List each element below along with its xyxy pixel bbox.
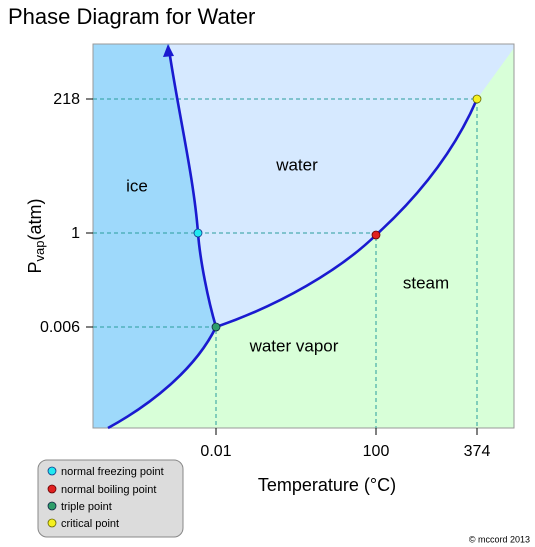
fusion-curve — [168, 55, 218, 328]
ice-region — [93, 44, 216, 428]
critical-guide — [93, 98, 478, 428]
x-tick-label: 100 — [363, 443, 390, 460]
legend-swatch — [47, 501, 57, 511]
legend-swatch — [47, 484, 57, 494]
legend-label: triple point — [61, 501, 112, 513]
x-axis-label: Temperature (°C) — [258, 475, 396, 495]
legend-swatch — [47, 466, 57, 476]
y-label-subscript: vap — [32, 241, 47, 262]
tick-marks — [86, 98, 478, 435]
critical-point — [472, 94, 482, 104]
legend-label: normal boiling point — [61, 484, 156, 496]
legend-box — [37, 459, 184, 538]
triple-point — [211, 322, 221, 332]
y-label-main: P — [25, 261, 45, 273]
arrow-head — [163, 44, 174, 57]
region-label: ice — [126, 176, 148, 195]
region-label: water — [275, 155, 318, 174]
water-region — [170, 44, 514, 327]
y-tick-label: 1 — [71, 225, 80, 242]
sublimation-curve — [107, 326, 218, 430]
plot-border — [92, 43, 515, 429]
x-tick-label: 0.01 — [200, 443, 231, 460]
y-axis-label: Pvap(atm) — [25, 199, 48, 274]
region-label: steam — [403, 273, 449, 292]
credit: © mccord 2013 — [469, 534, 530, 544]
legend-label: critical point — [61, 518, 119, 530]
boiling-point — [371, 230, 381, 240]
x-tick-label: 374 — [464, 443, 491, 460]
region-label: water vapor — [249, 336, 339, 355]
freezing-point — [193, 228, 203, 238]
y-tick-label: 0.006 — [40, 319, 80, 336]
y-tick-label: 218 — [53, 91, 80, 108]
legend-label: normal freezing point — [61, 466, 164, 478]
y-label-rest: (atm) — [25, 199, 45, 241]
title: Phase Diagram for Water — [8, 4, 255, 29]
legend-swatch — [47, 518, 57, 528]
